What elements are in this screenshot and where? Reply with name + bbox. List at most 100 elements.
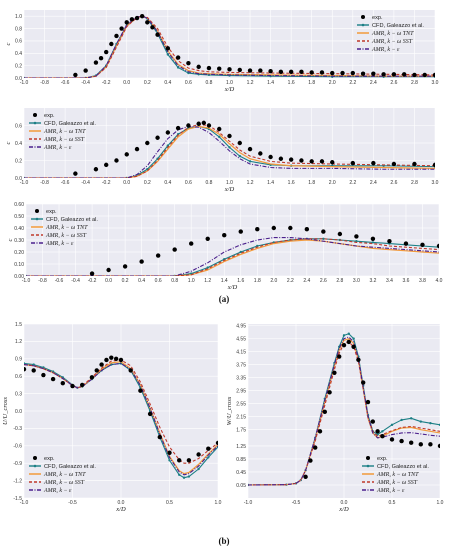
x-tick-label: -0.8 xyxy=(40,80,49,86)
data-point-exp xyxy=(60,380,65,386)
data-point-exp xyxy=(288,225,293,231)
y-tick-label: 0.0 xyxy=(15,176,22,182)
data-point-exp xyxy=(317,429,323,434)
data-point-exp xyxy=(237,67,242,73)
legend-marker-exp xyxy=(35,209,39,213)
chart-panel-a1: -1.0 -0.8 -0.6 -0.4 -0.2 0.0 0.2 0.4 0.6 0.8 1.0 1.… xyxy=(5,10,439,93)
data-point-exp xyxy=(380,434,385,439)
y-tick-label: 2.55 xyxy=(236,401,246,407)
data-point-cfd xyxy=(182,476,186,479)
legend-marker-cfd xyxy=(361,23,365,27)
data-point-exp xyxy=(70,383,75,389)
legend-marker-exp xyxy=(33,113,37,117)
legend-label-sst: AMR, k − ω SST xyxy=(43,137,85,143)
data-point-exp xyxy=(309,159,314,164)
legend-marker-exp xyxy=(33,456,37,460)
data-point-exp xyxy=(354,234,359,239)
data-point-exp xyxy=(437,443,440,449)
data-point-exp xyxy=(145,20,150,25)
data-point-cfd xyxy=(248,160,252,163)
data-point-exp xyxy=(155,253,161,258)
data-point-exp xyxy=(196,64,201,70)
data-point-exp xyxy=(89,271,95,276)
data-point-exp xyxy=(41,372,46,378)
data-point-exp xyxy=(186,458,192,463)
legend-label-tnt: AMR, k − ω TNT xyxy=(45,225,88,231)
legend-label-exp: exp. xyxy=(44,113,55,119)
data-point-exp xyxy=(196,121,201,126)
data-point-cfd xyxy=(166,53,170,56)
y-tick-label: 0.2 xyxy=(15,158,22,164)
data-point-cfd xyxy=(206,266,209,269)
data-point-exp xyxy=(98,56,104,61)
x-tick-label: 2.0 xyxy=(329,80,336,86)
data-point-exp xyxy=(165,130,171,135)
data-point-exp xyxy=(330,70,335,76)
data-point-cfd xyxy=(371,241,375,244)
data-point-exp xyxy=(222,233,227,238)
y-tick-label: 1.5 xyxy=(15,322,22,328)
data-point-exp xyxy=(389,437,395,442)
x-tick-label: -0.5 xyxy=(292,500,301,506)
data-point-cfd xyxy=(178,473,181,476)
x-tick-label: 3.4 xyxy=(386,278,393,284)
y-tick-label: 0.40 xyxy=(14,226,24,232)
data-point-cfd xyxy=(381,430,384,433)
data-point-exp xyxy=(94,368,99,373)
y-tick-label: 0.8 xyxy=(15,26,22,32)
x-tick-label: 2.2 xyxy=(349,180,356,186)
figure-label-a: (a) xyxy=(219,294,230,304)
data-point-exp xyxy=(418,442,423,447)
data-point-exp xyxy=(371,160,376,166)
y-tick-label: 4.95 xyxy=(236,323,246,329)
x-tick-label: 0.4 xyxy=(164,80,171,86)
x-tick-label: -0.5 xyxy=(68,500,77,506)
y-tick-label: 3.35 xyxy=(236,375,246,381)
legend-label-cfd: CFD, Galeazzo et al. xyxy=(44,464,96,470)
data-point-exp xyxy=(109,41,114,47)
data-point-cfd xyxy=(218,135,221,139)
legend-marker-cfd xyxy=(35,217,39,221)
x-tick-label: -0.8 xyxy=(38,278,47,284)
x-tick-label: 2.4 xyxy=(370,80,377,86)
chart-panel-b1: -1.0 -0.5 0.0 0.5 1.0 -1.5 -1.2 -0.9 -0.6 -0.3 0.0… xyxy=(2,322,222,513)
legend-label-tnt: AMR, k − ω TNT xyxy=(43,472,86,478)
data-point-exp xyxy=(432,162,435,168)
data-point-exp xyxy=(215,440,218,446)
x-tick-label: 2.6 xyxy=(390,180,397,186)
x-tick-label: 0.4 xyxy=(164,180,171,186)
legend-label-cfd: CFD, Galeazzo et al. xyxy=(46,217,98,223)
x-tick-label: 1.4 xyxy=(267,180,274,186)
x-tick-label: 2.6 xyxy=(390,80,397,86)
data-point-cfd xyxy=(197,467,200,471)
data-point-exp xyxy=(186,123,191,128)
data-point-exp xyxy=(401,72,407,77)
x-tick-label: 1.0 xyxy=(188,278,195,284)
x-tick-label: 0.0 xyxy=(123,80,130,86)
data-point-exp xyxy=(196,452,201,457)
data-point-exp xyxy=(399,438,404,444)
data-point-exp xyxy=(155,135,160,140)
series-line-sst xyxy=(24,15,435,78)
data-point-exp xyxy=(365,399,371,405)
data-point-exp xyxy=(237,140,242,146)
data-point-exp xyxy=(278,156,284,161)
data-point-exp xyxy=(337,354,342,359)
series-line-cfd xyxy=(26,238,439,276)
x-tick-label: -1.0 xyxy=(20,180,29,186)
legend-label-tnt: AMR, k − ω TNT xyxy=(371,31,414,37)
data-point-exp xyxy=(337,231,343,237)
data-point-exp xyxy=(268,154,273,160)
data-point-exp xyxy=(387,239,392,244)
data-point-exp xyxy=(106,267,111,273)
y-tick-label: 0.4 xyxy=(15,51,22,57)
data-point-exp xyxy=(327,390,332,395)
data-point-exp xyxy=(247,68,253,73)
data-point-exp xyxy=(258,68,263,73)
x-tick-label: 1.2 xyxy=(247,80,254,86)
data-point-cfd xyxy=(429,421,432,425)
x-tick-label: 4.0 xyxy=(436,278,443,284)
y-axis-label: W/U_cross xyxy=(226,396,233,425)
x-axis-label: x/D xyxy=(227,284,238,291)
series-group xyxy=(26,225,439,276)
